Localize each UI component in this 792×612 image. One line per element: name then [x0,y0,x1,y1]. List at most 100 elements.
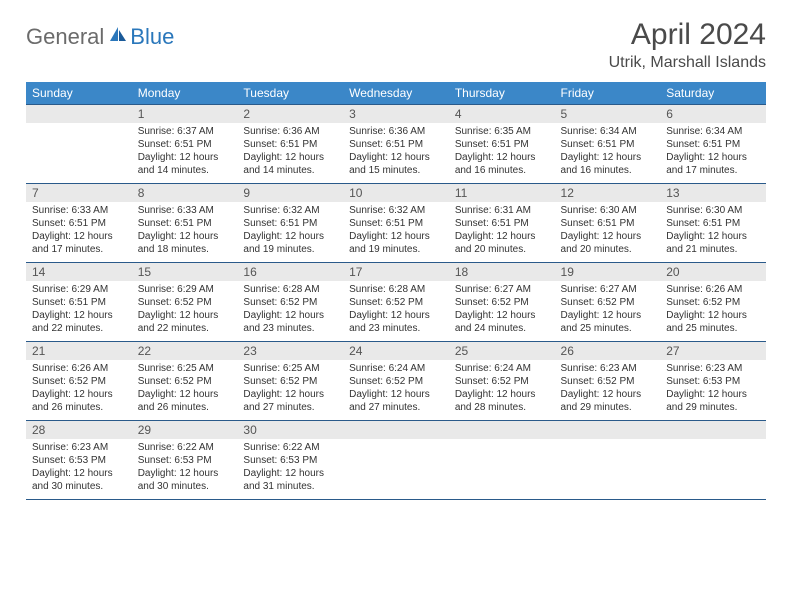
sunset-text: Sunset: 6:52 PM [243,296,337,309]
sunset-text: Sunset: 6:52 PM [32,375,126,388]
daylight-text: Daylight: 12 hours and 27 minutes. [349,388,443,414]
calendar-day-cell [555,421,661,500]
calendar-day-cell: 29Sunrise: 6:22 AMSunset: 6:53 PMDayligh… [132,421,238,500]
daylight-text: Daylight: 12 hours and 27 minutes. [243,388,337,414]
sunrise-text: Sunrise: 6:33 AM [138,204,232,217]
daylight-text: Daylight: 12 hours and 29 minutes. [561,388,655,414]
title-month: April 2024 [609,18,766,52]
sunset-text: Sunset: 6:51 PM [243,217,337,230]
weekday-header: Monday [132,82,238,105]
calendar-day-cell: 11Sunrise: 6:31 AMSunset: 6:51 PMDayligh… [449,184,555,263]
sunrise-text: Sunrise: 6:26 AM [666,283,760,296]
day-details: Sunrise: 6:36 AMSunset: 6:51 PMDaylight:… [343,123,449,183]
daylight-text: Daylight: 12 hours and 25 minutes. [561,309,655,335]
day-details: Sunrise: 6:29 AMSunset: 6:51 PMDaylight:… [26,281,132,341]
calendar-day-cell [26,105,132,184]
calendar-week-row: 14Sunrise: 6:29 AMSunset: 6:51 PMDayligh… [26,263,766,342]
sunrise-text: Sunrise: 6:36 AM [349,125,443,138]
calendar-day-cell: 27Sunrise: 6:23 AMSunset: 6:53 PMDayligh… [660,342,766,421]
calendar-week-row: 28Sunrise: 6:23 AMSunset: 6:53 PMDayligh… [26,421,766,500]
sunset-text: Sunset: 6:51 PM [666,138,760,151]
sunset-text: Sunset: 6:53 PM [138,454,232,467]
sunset-text: Sunset: 6:52 PM [455,296,549,309]
daylight-text: Daylight: 12 hours and 14 minutes. [138,151,232,177]
daylight-text: Daylight: 12 hours and 31 minutes. [243,467,337,493]
day-details: Sunrise: 6:36 AMSunset: 6:51 PMDaylight:… [237,123,343,183]
sunrise-text: Sunrise: 6:28 AM [349,283,443,296]
sunrise-text: Sunrise: 6:26 AM [32,362,126,375]
calendar-day-cell: 21Sunrise: 6:26 AMSunset: 6:52 PMDayligh… [26,342,132,421]
day-details: Sunrise: 6:23 AMSunset: 6:53 PMDaylight:… [26,439,132,499]
daylight-text: Daylight: 12 hours and 18 minutes. [138,230,232,256]
sunrise-text: Sunrise: 6:28 AM [243,283,337,296]
day-details: Sunrise: 6:33 AMSunset: 6:51 PMDaylight:… [26,202,132,262]
day-number: 13 [660,184,766,202]
daylight-text: Daylight: 12 hours and 26 minutes. [32,388,126,414]
day-details: Sunrise: 6:32 AMSunset: 6:51 PMDaylight:… [343,202,449,262]
daylight-text: Daylight: 12 hours and 30 minutes. [32,467,126,493]
day-number: 23 [237,342,343,360]
sunrise-text: Sunrise: 6:32 AM [349,204,443,217]
day-number: 10 [343,184,449,202]
calendar-page: General Blue April 2024 Utrik, Marshall … [0,0,792,518]
weekday-header: Thursday [449,82,555,105]
day-details: Sunrise: 6:29 AMSunset: 6:52 PMDaylight:… [132,281,238,341]
day-number: 19 [555,263,661,281]
calendar-day-cell: 7Sunrise: 6:33 AMSunset: 6:51 PMDaylight… [26,184,132,263]
calendar-day-cell: 1Sunrise: 6:37 AMSunset: 6:51 PMDaylight… [132,105,238,184]
day-number-empty [449,421,555,439]
sunset-text: Sunset: 6:51 PM [561,217,655,230]
sunrise-text: Sunrise: 6:37 AM [138,125,232,138]
day-details: Sunrise: 6:22 AMSunset: 6:53 PMDaylight:… [237,439,343,499]
weekday-header: Tuesday [237,82,343,105]
sunrise-text: Sunrise: 6:25 AM [243,362,337,375]
sunrise-text: Sunrise: 6:27 AM [561,283,655,296]
daylight-text: Daylight: 12 hours and 21 minutes. [666,230,760,256]
day-number: 12 [555,184,661,202]
day-details-empty [449,439,555,497]
day-number-empty [26,105,132,123]
logo-text-general: General [26,24,104,50]
daylight-text: Daylight: 12 hours and 20 minutes. [455,230,549,256]
calendar-day-cell: 6Sunrise: 6:34 AMSunset: 6:51 PMDaylight… [660,105,766,184]
calendar-day-cell: 10Sunrise: 6:32 AMSunset: 6:51 PMDayligh… [343,184,449,263]
day-number: 20 [660,263,766,281]
calendar-day-cell: 26Sunrise: 6:23 AMSunset: 6:52 PMDayligh… [555,342,661,421]
day-details: Sunrise: 6:24 AMSunset: 6:52 PMDaylight:… [343,360,449,420]
daylight-text: Daylight: 12 hours and 25 minutes. [666,309,760,335]
daylight-text: Daylight: 12 hours and 17 minutes. [666,151,760,177]
day-details: Sunrise: 6:27 AMSunset: 6:52 PMDaylight:… [555,281,661,341]
sunrise-text: Sunrise: 6:24 AM [349,362,443,375]
day-details: Sunrise: 6:30 AMSunset: 6:51 PMDaylight:… [660,202,766,262]
title-block: April 2024 Utrik, Marshall Islands [609,18,766,72]
calendar-day-cell: 4Sunrise: 6:35 AMSunset: 6:51 PMDaylight… [449,105,555,184]
day-details: Sunrise: 6:22 AMSunset: 6:53 PMDaylight:… [132,439,238,499]
calendar-day-cell: 8 Sunrise: 6:33 AMSunset: 6:51 PMDaylight… [132,184,238,263]
day-number-empty [555,421,661,439]
sunset-text: Sunset: 6:52 PM [243,375,337,388]
page-header: General Blue April 2024 Utrik, Marshall … [26,18,766,72]
logo-text-blue: Blue [130,24,174,50]
sunset-text: Sunset: 6:53 PM [666,375,760,388]
day-number: 5 [555,105,661,123]
day-number: 2 [237,105,343,123]
sunset-text: Sunset: 6:51 PM [32,217,126,230]
calendar-week-row: 1Sunrise: 6:37 AMSunset: 6:51 PMDaylight… [26,105,766,184]
day-number: 24 [343,342,449,360]
sunrise-text: Sunrise: 6:31 AM [455,204,549,217]
calendar-day-cell [660,421,766,500]
sunrise-text: Sunrise: 6:29 AM [138,283,232,296]
daylight-text: Daylight: 12 hours and 28 minutes. [455,388,549,414]
day-details: Sunrise: 6:30 AMSunset: 6:51 PMDaylight:… [555,202,661,262]
daylight-text: Daylight: 12 hours and 15 minutes. [349,151,443,177]
daylight-text: Daylight: 12 hours and 19 minutes. [243,230,337,256]
sunrise-text: Sunrise: 6:23 AM [561,362,655,375]
sunset-text: Sunset: 6:51 PM [138,217,232,230]
day-details: Sunrise: 6:28 AMSunset: 6:52 PMDaylight:… [343,281,449,341]
sunset-text: Sunset: 6:51 PM [561,138,655,151]
sunset-text: Sunset: 6:52 PM [138,296,232,309]
calendar-day-cell: 15Sunrise: 6:29 AMSunset: 6:52 PMDayligh… [132,263,238,342]
day-number: 25 [449,342,555,360]
day-number: 8 [132,184,238,202]
sunrise-text: Sunrise: 6:30 AM [561,204,655,217]
